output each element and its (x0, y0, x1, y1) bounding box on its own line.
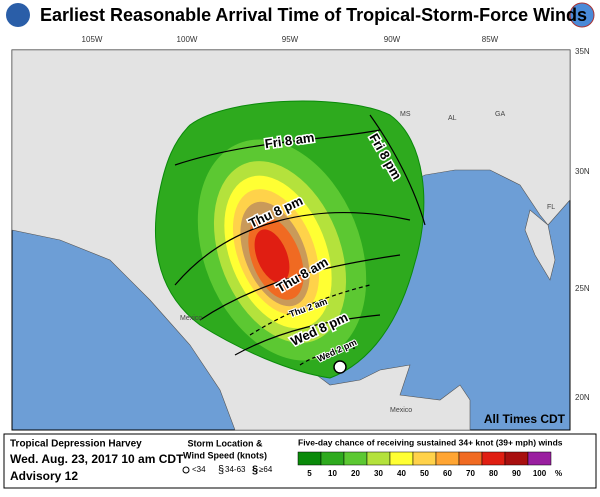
legend-label: 60 (443, 469, 452, 478)
lon-label: 90W (384, 35, 401, 44)
noaa-logo (6, 3, 30, 27)
lat-label: 35N (575, 47, 590, 56)
legend-swatch (343, 451, 368, 466)
nws-logo (569, 2, 595, 28)
legend-label: 70 (466, 469, 475, 478)
time-note: All Times CDT (484, 412, 566, 426)
legend-swatch (366, 451, 391, 466)
legend-label: 10 (328, 469, 337, 478)
wind-class: ≥64 (259, 465, 273, 474)
wind-class: <34 (192, 465, 206, 474)
country-label: Mexico (390, 407, 412, 414)
lon-label: 85W (482, 35, 499, 44)
florida (524, 209, 556, 281)
state-label: AL (448, 115, 457, 122)
legend-label: 20 (351, 469, 360, 478)
location-title: Storm Location & (187, 438, 263, 448)
legend-swatch (389, 451, 414, 466)
legend-label: 80 (489, 469, 498, 478)
state-label: FL (547, 204, 555, 211)
legend-swatch (504, 451, 529, 466)
legend-swatch (320, 451, 345, 466)
storm-location (333, 360, 347, 374)
country-label: Mexico (180, 315, 202, 322)
legend-unit: % (555, 469, 562, 478)
legend-label: 90 (512, 469, 521, 478)
legend: 5 10 20 30 40 50 60 70 80 90 100% (297, 451, 562, 478)
wind-icon: § (252, 464, 258, 476)
lon-label: 100W (177, 35, 198, 44)
lat-label: 30N (575, 167, 590, 176)
legend-swatch (458, 451, 483, 466)
state-label: GA (495, 111, 505, 118)
legend-swatch (481, 451, 506, 466)
wind-icon: § (218, 464, 224, 476)
lat-label: 20N (575, 393, 590, 402)
lon-label: 95W (282, 35, 299, 44)
legend-title: Five-day chance of receiving sustained 3… (298, 437, 563, 447)
advisory-date: Wed. Aug. 23, 2017 10 am CDT (10, 452, 184, 466)
state-label: MS (400, 111, 411, 118)
legend-label: 40 (397, 469, 406, 478)
advisory-number: Advisory 12 (10, 469, 78, 483)
contours (174, 114, 426, 366)
title: Earliest Reasonable Arrival Time of Trop… (40, 5, 587, 25)
legend-label: 30 (374, 469, 383, 478)
lon-label: 105W (82, 35, 103, 44)
legend-swatch (297, 451, 322, 466)
legend-swatch (412, 451, 437, 466)
legend-label: 5 (307, 469, 312, 478)
storm-name: Tropical Depression Harvey (10, 439, 142, 450)
wind-title: Wind Speed (knots) (183, 450, 267, 460)
map: 105W 100W 95W 90W 85W 35N 30N 25N 20N MS… (11, 35, 590, 431)
legend-swatch (435, 451, 460, 466)
legend-swatch (527, 451, 552, 466)
prob-80 (254, 229, 290, 283)
legend-label: 50 (420, 469, 429, 478)
wind-class: 34-63 (225, 465, 246, 474)
lat-label: 25N (575, 284, 590, 293)
footer: Tropical Depression Harvey Wed. Aug. 23,… (3, 433, 597, 489)
legend-label: 100 (533, 469, 547, 478)
wind-icon (182, 466, 190, 474)
